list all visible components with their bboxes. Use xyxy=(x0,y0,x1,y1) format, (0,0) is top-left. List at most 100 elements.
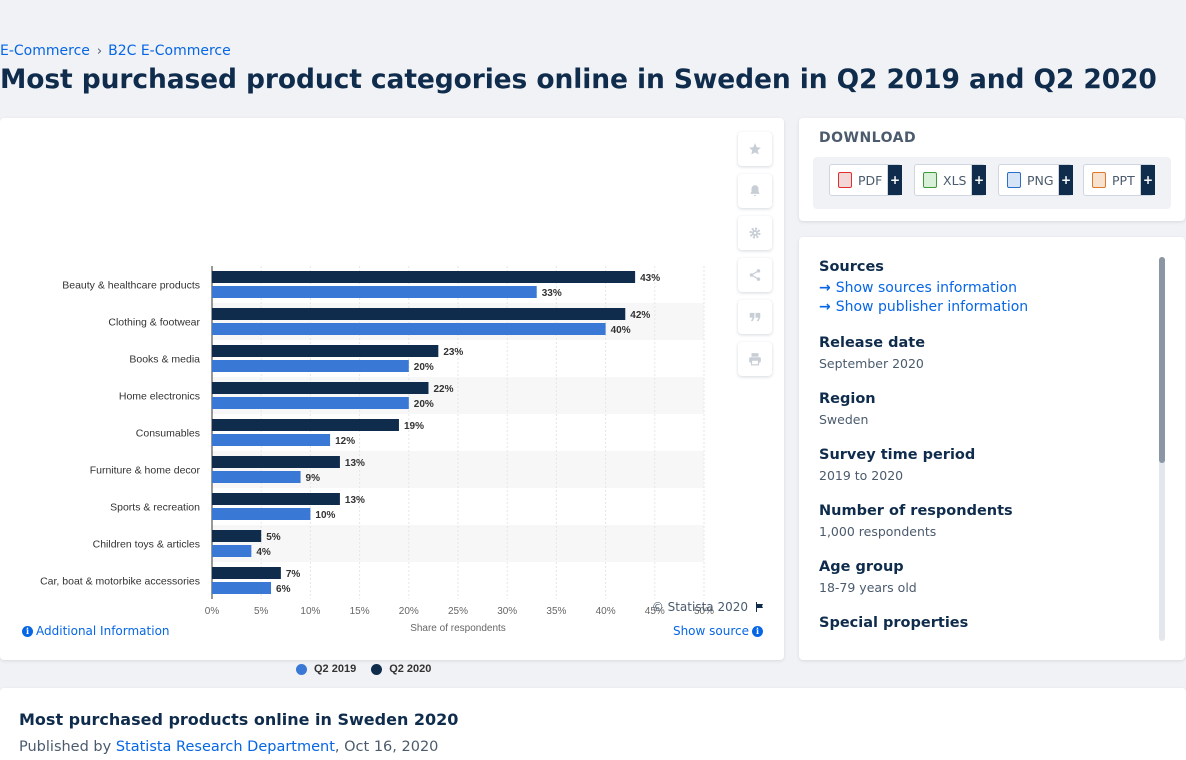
flag-icon[interactable] xyxy=(754,601,766,613)
bell-icon xyxy=(750,185,760,197)
data-label: 10% xyxy=(315,510,335,521)
download-pdf-plus[interactable]: + xyxy=(887,165,902,195)
data-label: 40% xyxy=(611,325,631,336)
share-button[interactable] xyxy=(738,258,772,292)
download-card: DOWNLOAD PDF + XLS + PNG + PPT + xyxy=(799,118,1185,221)
data-label: 33% xyxy=(542,288,562,299)
additional-info-label: Additional Information xyxy=(36,624,170,638)
bar-q2-2019 xyxy=(212,508,311,520)
legend-item-q2-2020[interactable]: Q2 2020 xyxy=(371,663,431,675)
region-heading: Region xyxy=(819,391,876,407)
category-label: Sports & recreation xyxy=(110,502,200,514)
bar-q2-2020 xyxy=(212,567,281,579)
pdf-file-icon xyxy=(838,172,852,188)
age-value: 18-79 years old xyxy=(819,580,917,595)
chart-toolbar xyxy=(738,132,772,384)
breadcrumb-separator: › xyxy=(96,43,103,59)
download-xls-label: XLS xyxy=(943,172,967,188)
respondents-value: 1,000 respondents xyxy=(819,524,937,539)
download-ppt-plus[interactable]: + xyxy=(1140,165,1155,195)
category-label: Car, boat & motorbike accessories xyxy=(40,576,200,588)
bar-q2-2020 xyxy=(212,271,636,283)
data-label: 5% xyxy=(266,532,281,543)
show-sources-label: Show sources information xyxy=(835,280,1017,296)
show-publisher-label: Show publisher information xyxy=(835,299,1029,315)
favorite-button[interactable] xyxy=(738,132,772,166)
legend-dot-q2-2020 xyxy=(371,663,383,675)
download-pdf-label: PDF xyxy=(858,172,883,188)
details-scrollbar[interactable] xyxy=(1159,257,1165,641)
category-label: Furniture & home decor xyxy=(90,465,201,477)
arrow-right-icon: → xyxy=(819,280,831,296)
x-axis-title: Share of respondents xyxy=(410,623,506,634)
x-tick-label: 10% xyxy=(300,606,320,617)
print-icon xyxy=(749,353,761,366)
bar-q2-2020 xyxy=(212,382,429,394)
download-ppt-button[interactable]: PPT + xyxy=(1083,164,1155,196)
data-label: 7% xyxy=(286,569,301,580)
details-list: Sources → Show sources information → Sho… xyxy=(819,259,1149,651)
breadcrumb: E-Commerce › B2C E-Commerce xyxy=(0,43,231,59)
show-source-label: Show source xyxy=(672,624,749,638)
bar-q2-2020 xyxy=(212,493,340,505)
download-pdf-button[interactable]: PDF + xyxy=(829,164,902,196)
x-tick-label: 30% xyxy=(497,606,517,617)
bar-chart: Beauty & healthcare products 43% 33% Clothi… xyxy=(40,266,714,634)
bar-q2-2019 xyxy=(212,545,252,557)
download-png-plus[interactable]: + xyxy=(1058,165,1073,195)
special-section: Special properties xyxy=(819,615,1149,631)
show-source-link[interactable]: Show source i xyxy=(673,624,766,638)
settings-button[interactable] xyxy=(738,216,772,250)
download-png-label: PNG xyxy=(1027,172,1054,188)
download-title: DOWNLOAD xyxy=(819,130,917,146)
download-png-button[interactable]: PNG + xyxy=(998,164,1073,196)
top-bar xyxy=(0,0,1186,36)
chart-legend: Q2 2019 Q2 2020 xyxy=(296,663,446,675)
published-by-label: Published by xyxy=(19,739,112,755)
show-sources-link[interactable]: → Show sources information xyxy=(819,280,1149,296)
info-icon: i xyxy=(752,625,763,637)
quote-icon xyxy=(749,312,761,322)
show-publisher-link[interactable]: → Show publisher information xyxy=(819,299,1149,315)
category-label: Home electronics xyxy=(119,391,200,403)
xls-file-icon xyxy=(923,172,937,188)
x-tick-label: 20% xyxy=(399,606,419,617)
chart-card: Beauty & healthcare products 43% 33% Clothi… xyxy=(0,118,784,675)
print-button[interactable] xyxy=(738,342,772,376)
download-xls-button[interactable]: XLS + xyxy=(914,164,986,196)
release-section: Release date September 2020 xyxy=(819,335,1149,371)
category-label: Consumables xyxy=(136,428,200,440)
star-icon xyxy=(749,143,761,155)
survey-value: 2019 to 2020 xyxy=(819,468,904,483)
cite-button[interactable] xyxy=(738,300,772,334)
alert-button[interactable] xyxy=(738,174,772,208)
x-tick-label: 35% xyxy=(546,606,566,617)
related-statistic-card: Most purchased products online in Sweden… xyxy=(0,688,1186,760)
arrow-right-icon: → xyxy=(819,299,831,315)
category-label: Beauty & healthcare products xyxy=(62,280,200,292)
publisher-link[interactable]: Statista Research Department xyxy=(115,739,335,755)
x-tick-label: 50% xyxy=(694,606,714,617)
release-value: September 2020 xyxy=(819,356,924,371)
download-xls-plus[interactable]: + xyxy=(971,165,986,195)
region-section: Region Sweden xyxy=(819,391,1149,427)
category-label: Books & media xyxy=(129,354,200,366)
details-card: Sources → Show sources information → Sho… xyxy=(799,237,1185,660)
additional-info-link[interactable]: i Additional Information xyxy=(19,624,170,638)
breadcrumb-b2c-ecommerce[interactable]: B2C E-Commerce xyxy=(108,43,231,59)
details-scroll-thumb[interactable] xyxy=(1159,257,1165,463)
share-icon xyxy=(749,269,761,281)
data-label: 23% xyxy=(443,347,463,358)
respondents-section: Number of respondents 1,000 respondents xyxy=(819,503,1149,539)
legend-item-q2-2019[interactable]: Q2 2019 xyxy=(296,663,356,675)
release-heading: Release date xyxy=(819,335,926,351)
data-label: 19% xyxy=(404,421,424,432)
breadcrumb-ecommerce[interactable]: E-Commerce xyxy=(0,43,90,59)
bar-q2-2020 xyxy=(212,345,439,357)
data-label: 42% xyxy=(630,310,650,321)
download-ppt-label: PPT xyxy=(1112,172,1135,188)
x-tick-label: 45% xyxy=(645,606,665,617)
data-label: 12% xyxy=(335,436,355,447)
x-tick-label: 0% xyxy=(205,606,220,617)
region-value: Sweden xyxy=(819,412,869,427)
